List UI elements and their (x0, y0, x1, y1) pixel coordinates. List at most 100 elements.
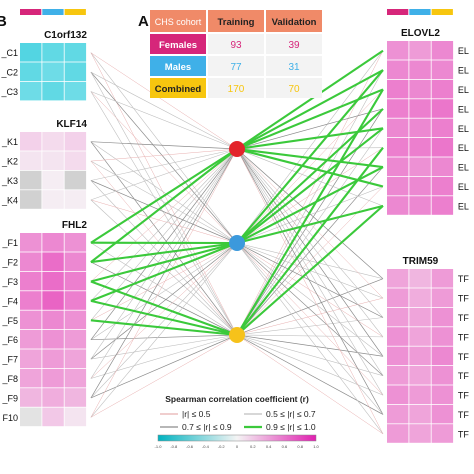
heatmap-cell (20, 407, 42, 427)
strong-correlation-edge (90, 148, 238, 244)
correlation-edge (90, 91, 238, 244)
heatmap-cell (42, 151, 64, 170)
correlation-edge (236, 148, 384, 435)
heatmap-cell (431, 60, 454, 79)
heatmap-cell (431, 79, 454, 99)
heatmap-cell (431, 327, 454, 346)
cohort-name: Females (159, 40, 197, 51)
gene-title: KLF14 (56, 119, 87, 130)
group-colorbar-segment (64, 9, 86, 15)
correlation-edge (90, 334, 238, 418)
strong-correlation-edge (236, 205, 384, 336)
correlation-edge (90, 334, 238, 341)
heatmap-cell (20, 132, 42, 151)
validation-cell (266, 56, 322, 76)
correlation-edge (236, 317, 384, 336)
correlation-edge (90, 148, 238, 340)
strong-correlation-edge (236, 127, 384, 244)
heatmap-cell (431, 138, 454, 157)
correlation-edge (236, 148, 384, 318)
heatmap-cell (431, 288, 454, 307)
heatmap-cell (409, 385, 431, 404)
correlation-edge (90, 160, 238, 336)
heatmap-cell (431, 346, 454, 366)
cpg-row-label: F10 (2, 413, 18, 423)
heatmap-cell (409, 118, 431, 138)
correlation-edge (90, 148, 238, 418)
cpg-row-label: TF (458, 391, 469, 401)
heatmap-cell (431, 196, 454, 215)
scale-tick-label: 0 (236, 444, 239, 449)
scale-tick-label: -0.4 (202, 444, 210, 449)
legend-label: 0.5 ≤ |r| ≤ 0.7 (266, 409, 316, 419)
left-group-colorbar (20, 9, 86, 15)
correlation-edge (90, 242, 238, 418)
heatmap-cell (64, 190, 87, 209)
heatmap-cell (431, 157, 454, 176)
cpg-row-label: TF (458, 274, 469, 284)
heatmap-cell (409, 138, 431, 157)
correlation-edge (236, 89, 384, 244)
heatmap-cell (64, 388, 87, 407)
heatmap-cell (387, 138, 409, 157)
heatmap-cell (431, 176, 454, 196)
heatmap-cell (64, 368, 87, 388)
heatmap-cell (64, 81, 87, 101)
cpg-row-label: _F5 (1, 316, 18, 326)
correlation-edge (90, 199, 238, 336)
correlation-edge (90, 71, 238, 244)
heatmap-cell (409, 60, 431, 79)
panel-label-b: B (0, 13, 7, 30)
correlation-edge (90, 141, 238, 150)
cpg-row-label: TF (458, 352, 469, 362)
strong-correlation-edge (236, 147, 384, 188)
heatmap-cell (42, 170, 64, 190)
gene-block-klf14: KLF14 _K1 _K2 _K3 _K4 (1, 119, 87, 209)
correlation-edge (90, 148, 238, 379)
correlation-edge (90, 334, 238, 360)
correlation-edge (236, 278, 384, 336)
heatmap-cell (431, 269, 454, 288)
strong-correlation-edge (236, 69, 384, 150)
legend-items: |r| ≤ 0.5 0.5 ≤ |r| ≤ 0.7 0.7 ≤ |r| ≤ 0.9 0… (160, 409, 316, 432)
cpg-row-label: TF (458, 410, 469, 420)
correlation-edge (90, 148, 238, 201)
heatmap-cell (64, 252, 87, 271)
gene-title: ELOVL2 (401, 28, 440, 39)
cpg-row-label: TF (458, 429, 469, 439)
training-count: 77 (230, 62, 242, 73)
heatmap-cell (387, 404, 409, 424)
heatmap-cell (20, 151, 42, 170)
strong-correlation-edge (90, 319, 238, 337)
correlation-edge (90, 242, 238, 399)
group-colorbar-segment (387, 9, 409, 15)
heatmap-cell (64, 170, 87, 190)
heatmap-cell (64, 330, 87, 349)
males-node (229, 235, 245, 251)
correlation-edge (236, 69, 384, 336)
heatmap-cell (20, 252, 42, 271)
left-gene-column: C1orf132 _C1 _C2 _C3 KLF14 _K1 _K2 _K3 _K4 FHL2 _F… (0, 9, 87, 427)
cpg-row-label: EL (458, 46, 469, 56)
cpg-row-label: _C3 (0, 87, 18, 97)
heatmap-cell (409, 79, 431, 99)
heatmap-cell (20, 310, 42, 330)
heatmap-cell (42, 43, 64, 62)
correlation-edge (90, 334, 238, 379)
legend-label: 0.7 ≤ |r| ≤ 0.9 (182, 422, 232, 432)
gene-title: C1orf132 (44, 30, 87, 41)
training-header-cell (208, 10, 264, 32)
cpg-row-label: EL (458, 124, 469, 134)
training-cell (208, 34, 264, 54)
heatmap-cell (42, 132, 64, 151)
gene-block-trim59: TRIM59 TF TF TF TF TF TF TF TF TF (387, 256, 469, 443)
group-colorbar-segment (42, 9, 64, 15)
cohort-rows: Females 93 39 Males 77 31 Combined 170 70 (150, 34, 322, 98)
heatmap-cell (409, 404, 431, 424)
cpg-row-label: TF (458, 371, 469, 381)
scale-tick-label: 0.4 (266, 444, 272, 449)
heatmap-cell (387, 118, 409, 138)
correlation-edge (236, 242, 384, 396)
heatmap-cell (20, 291, 42, 310)
heatmap-cell (409, 288, 431, 307)
